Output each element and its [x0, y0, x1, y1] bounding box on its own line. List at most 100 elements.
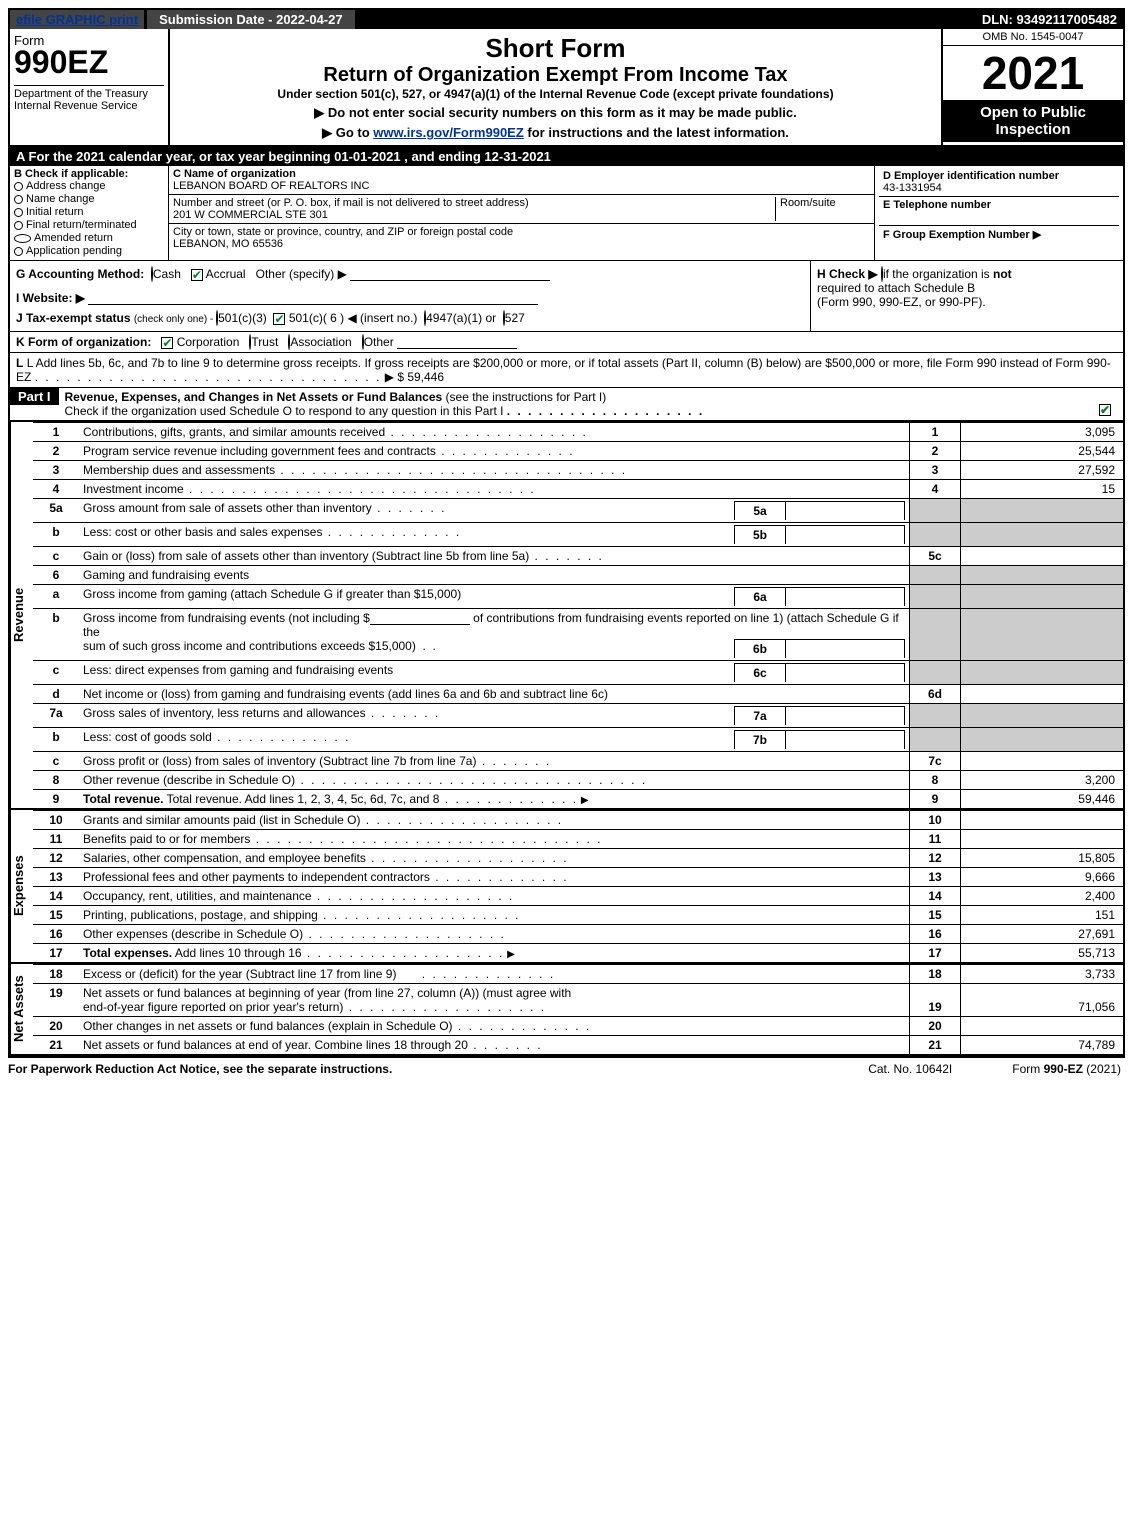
d-label: D Employer identification number	[883, 170, 1059, 182]
gh-left: G Accounting Method: Cash Accrual Other …	[10, 261, 810, 331]
net-assets-section: Net Assets 18Excess or (deficit) for the…	[10, 964, 1123, 1056]
line-5b-num: b	[33, 523, 79, 547]
line-6c-col	[910, 661, 961, 685]
line-6-col	[910, 566, 961, 585]
line-14-val: 2,400	[961, 887, 1124, 906]
line-9-val: 59,446	[961, 790, 1124, 809]
line-21-num: 21	[33, 1036, 79, 1055]
submission-date: Submission Date - 2022-04-27	[147, 10, 355, 29]
col-b-checkboxes: B Check if applicable: Address change Na…	[10, 166, 169, 260]
line-16-desc: Other expenses (describe in Schedule O)	[79, 925, 910, 944]
form-number: 990EZ	[14, 44, 164, 81]
page-footer: For Paperwork Reduction Act Notice, see …	[8, 1058, 1121, 1076]
form-990ez-container: efile GRAPHIC print Submission Date - 20…	[8, 8, 1125, 1058]
line-4-num: 4	[33, 480, 79, 499]
line-8-num: 8	[33, 771, 79, 790]
tax-year: 2021	[943, 46, 1123, 100]
line-15-val: 151	[961, 906, 1124, 925]
line-11-val	[961, 830, 1124, 849]
revenue-side-label: Revenue	[10, 422, 33, 808]
line-12-val: 15,805	[961, 849, 1124, 868]
line-5c-col: 5c	[910, 547, 961, 566]
line-5c-num: c	[33, 547, 79, 566]
row-a-tax-year: A For the 2021 calendar year, or tax yea…	[10, 147, 1123, 166]
line-2-col: 2	[910, 442, 961, 461]
col-c-org-info: C Name of organization LEBANON BOARD OF …	[169, 166, 875, 260]
cb-name-change[interactable]: Name change	[14, 193, 164, 205]
line-17-col: 17	[910, 944, 961, 963]
open-to-public: Open to PublicInspection	[943, 100, 1123, 142]
line-6c-desc: Less: direct expenses from gaming and fu…	[79, 661, 910, 685]
line-13-col: 13	[910, 868, 961, 887]
line-5b-val	[961, 523, 1124, 547]
footer-left: For Paperwork Reduction Act Notice, see …	[8, 1062, 392, 1076]
expenses-side-label: Expenses	[10, 810, 33, 962]
line-7a-num: 7a	[33, 704, 79, 728]
line-21-desc: Net assets or fund balances at end of ye…	[79, 1036, 910, 1055]
line-9-desc: Total revenue. Total revenue. Add lines …	[79, 790, 910, 809]
line-6c-val	[961, 661, 1124, 685]
line-19-val: 71,056	[961, 984, 1124, 1017]
line-8-val: 3,200	[961, 771, 1124, 790]
street-address: 201 W COMMERCIAL STE 301	[173, 209, 328, 221]
line-18-num: 18	[33, 965, 79, 984]
form-title-1: Short Form	[485, 33, 625, 64]
line-7a-desc: Gross sales of inventory, less returns a…	[79, 704, 910, 728]
efile-link[interactable]: efile GRAPHIC print	[10, 10, 144, 29]
cb-address-change[interactable]: Address change	[14, 180, 164, 192]
line-5a-num: 5a	[33, 499, 79, 523]
line-3-val: 27,592	[961, 461, 1124, 480]
form-subtitle: Under section 501(c), 527, or 4947(a)(1)…	[277, 87, 833, 101]
row-gh: G Accounting Method: Cash Accrual Other …	[10, 261, 1123, 332]
cb-application-pending[interactable]: Application pending	[14, 245, 164, 257]
line-2-desc: Program service revenue including govern…	[79, 442, 910, 461]
line-14-num: 14	[33, 887, 79, 906]
line-15-num: 15	[33, 906, 79, 925]
col-def: D Employer identification number 43-1331…	[875, 166, 1123, 260]
header-center: Short Form Return of Organization Exempt…	[170, 29, 941, 145]
footer-cat-no: Cat. No. 10642I	[868, 1062, 952, 1076]
line-7c-desc: Gross profit or (loss) from sales of inv…	[79, 752, 910, 771]
ein: 43-1331954	[883, 182, 942, 194]
dept-treasury: Department of the Treasury Internal Reve…	[14, 85, 164, 112]
cb-initial-return[interactable]: Initial return	[14, 206, 164, 218]
irs-link[interactable]: www.irs.gov/Form990EZ	[373, 125, 524, 140]
line-6a-col	[910, 585, 961, 609]
line-13-val: 9,666	[961, 868, 1124, 887]
line-1-desc: Contributions, gifts, grants, and simila…	[79, 423, 910, 442]
c-label: C Name of organization	[173, 168, 296, 180]
line-18-desc: Excess or (deficit) for the year (Subtra…	[79, 965, 910, 984]
form-header: Form 990EZ Department of the Treasury In…	[10, 29, 1123, 147]
line-4-desc: Investment income	[79, 480, 910, 499]
line-7b-val	[961, 728, 1124, 752]
line-1-num: 1	[33, 423, 79, 442]
cb-amended-return[interactable]: Amended return	[14, 232, 164, 244]
revenue-section: Revenue 1Contributions, gifts, grants, a…	[10, 422, 1123, 810]
line-5c-val	[961, 547, 1124, 566]
line-5a-col	[910, 499, 961, 523]
line-8-col: 8	[910, 771, 961, 790]
line-7a-col	[910, 704, 961, 728]
i-website: I Website: ▶	[16, 291, 804, 305]
line-6b-desc: Gross income from fundraising events (no…	[79, 609, 910, 661]
line-7b-num: b	[33, 728, 79, 752]
line-7c-col: 7c	[910, 752, 961, 771]
line-10-col: 10	[910, 811, 961, 830]
top-bar: efile GRAPHIC print Submission Date - 20…	[10, 10, 1123, 29]
header-right: OMB No. 1545-0047 2021 Open to PublicIns…	[941, 29, 1123, 145]
cb-final-return[interactable]: Final return/terminated	[14, 219, 164, 231]
line-15-desc: Printing, publications, postage, and shi…	[79, 906, 910, 925]
line-5b-col	[910, 523, 961, 547]
e-label: E Telephone number	[883, 199, 991, 211]
line-17-desc: Total expenses. Add lines 10 through 16	[79, 944, 910, 963]
line-10-desc: Grants and similar amounts paid (list in…	[79, 811, 910, 830]
line-7b-col	[910, 728, 961, 752]
line-1-val: 3,095	[961, 423, 1124, 442]
instr-ssn: ▶ Do not enter social security numbers o…	[314, 105, 796, 121]
part-1-header: Part I Revenue, Expenses, and Changes in…	[10, 387, 1123, 422]
city-state-zip: LEBANON, MO 65536	[173, 238, 283, 250]
net-assets-table: 18Excess or (deficit) for the year (Subt…	[33, 964, 1123, 1054]
line-20-num: 20	[33, 1017, 79, 1036]
line-6-desc: Gaming and fundraising events	[79, 566, 910, 585]
line-12-col: 12	[910, 849, 961, 868]
